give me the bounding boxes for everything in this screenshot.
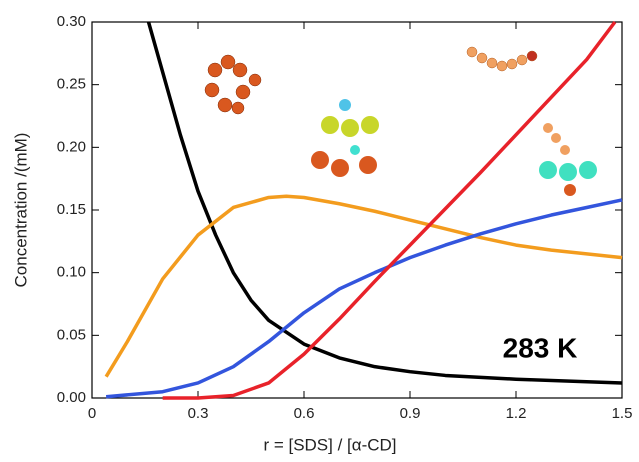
x-axis-label: r = [SDS] / [α-CD]: [263, 435, 396, 454]
y-tick-label: 0.30: [57, 13, 86, 30]
series-line: [105, 198, 623, 399]
y-tick-label: 0.10: [57, 264, 86, 281]
y-tick-label: 0.00: [57, 389, 86, 406]
x-tick-label: 0.3: [188, 405, 209, 422]
molecule-illustrations: [204, 46, 597, 196]
y-axis-label: Concentration /(mM): [11, 133, 30, 288]
y-tick-label: 0.15: [57, 201, 86, 218]
x-tick-label: 0.9: [400, 405, 421, 422]
x-tick-label: 0.6: [294, 405, 315, 422]
annotation: 283 K: [503, 332, 578, 363]
molecule: [204, 54, 262, 115]
x-tick-label: 0: [88, 405, 96, 422]
molecule: [466, 46, 538, 72]
x-tick-label: 1.5: [612, 405, 633, 422]
series-line: [104, 194, 623, 378]
y-tick-label: 0.05: [57, 326, 86, 343]
molecule: [311, 99, 379, 177]
y-tick-label: 0.20: [57, 138, 86, 155]
molecule: [539, 123, 597, 196]
series-line: [146, 21, 623, 385]
x-tick-label: 1.2: [506, 405, 527, 422]
series-line: [162, 20, 617, 400]
y-tick-label: 0.25: [57, 76, 86, 93]
